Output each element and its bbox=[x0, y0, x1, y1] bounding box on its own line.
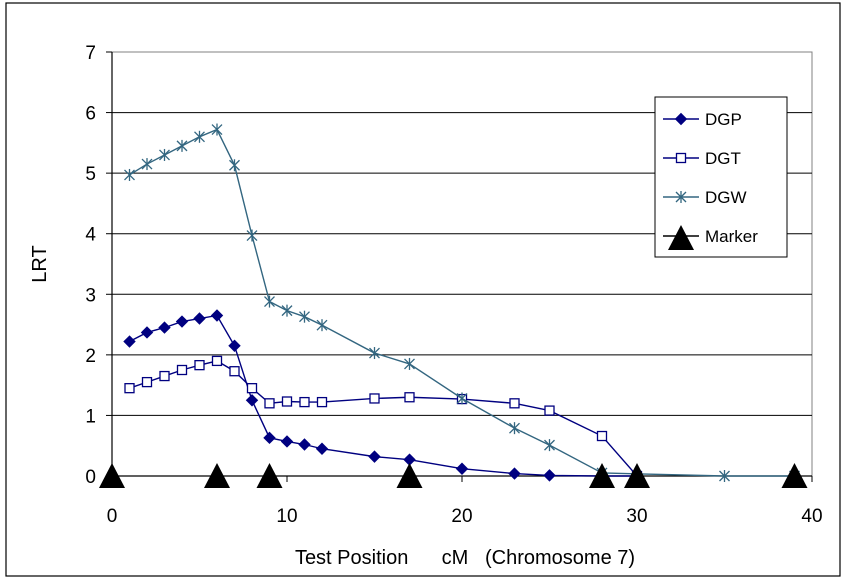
point-dgw-18 bbox=[719, 470, 730, 482]
point-dgt-8 bbox=[264, 398, 275, 409]
point-dgp-0 bbox=[123, 335, 136, 348]
y-tick-label-5: 5 bbox=[85, 164, 96, 185]
y-tick-label-1: 1 bbox=[85, 406, 96, 427]
point-dgt-5 bbox=[211, 355, 223, 367]
point-dgp-3 bbox=[175, 315, 189, 328]
point-dgt-3 bbox=[176, 364, 188, 376]
point-dgp-2 bbox=[158, 321, 171, 334]
point-dgp-9 bbox=[280, 435, 294, 448]
point-dgw-3 bbox=[176, 139, 188, 152]
y-tick-label-3: 3 bbox=[85, 285, 96, 306]
series-dgp bbox=[123, 309, 644, 483]
point-dgw-4 bbox=[194, 130, 205, 143]
legend-label-dgt: DGT bbox=[705, 149, 741, 168]
point-dgw-12 bbox=[369, 347, 380, 360]
x-tick-label-40: 40 bbox=[801, 506, 822, 527]
x-tick-label-30: 30 bbox=[626, 506, 647, 527]
point-dgw-16 bbox=[544, 439, 555, 452]
point-dgp-12 bbox=[368, 450, 381, 463]
point-marker-3 bbox=[396, 463, 423, 488]
point-dgw-13 bbox=[404, 357, 415, 370]
point-marker-0 bbox=[99, 463, 125, 488]
point-dgt-16 bbox=[544, 405, 555, 416]
point-dgp-11 bbox=[315, 442, 329, 455]
point-dgp-10 bbox=[298, 438, 311, 451]
y-tick-label-0: 0 bbox=[85, 467, 96, 488]
point-dgp-14 bbox=[455, 462, 469, 475]
point-dgp-6 bbox=[228, 339, 241, 352]
point-dgw-9 bbox=[281, 304, 293, 317]
point-dgw-14 bbox=[456, 392, 468, 405]
point-dgp-4 bbox=[193, 312, 206, 325]
point-dgt-6 bbox=[229, 366, 240, 377]
x-tick-label-0: 0 bbox=[107, 506, 118, 527]
point-dgw-11 bbox=[316, 319, 328, 332]
point-dgp-8 bbox=[263, 431, 276, 445]
point-dgt-15 bbox=[509, 398, 520, 409]
legend-label-marker: Marker bbox=[705, 227, 758, 246]
point-dgt-9 bbox=[281, 396, 293, 407]
y-axis-title: LRT bbox=[29, 245, 51, 282]
point-dgt-10 bbox=[299, 396, 310, 408]
point-dgw-2 bbox=[159, 148, 170, 161]
point-dgw-1 bbox=[141, 158, 153, 171]
legend-marker-dgw bbox=[675, 191, 687, 203]
point-marker-2 bbox=[256, 463, 283, 488]
legend: DGP DGT DGW Marker bbox=[654, 96, 788, 258]
y-tick-label-2: 2 bbox=[85, 346, 96, 367]
point-dgt-17 bbox=[596, 430, 608, 442]
point-dgw-15 bbox=[509, 422, 520, 435]
point-dgw-7 bbox=[246, 229, 258, 242]
legend-item-marker: Marker bbox=[663, 225, 758, 250]
point-dgp-15 bbox=[508, 467, 521, 480]
point-dgp-7 bbox=[245, 394, 259, 407]
point-dgp-16 bbox=[543, 469, 556, 482]
point-dgw-5 bbox=[211, 123, 223, 136]
point-dgw-6 bbox=[229, 159, 240, 172]
point-dgw-8 bbox=[264, 295, 275, 308]
point-dgw-0 bbox=[124, 168, 135, 181]
point-dgp-1 bbox=[140, 326, 154, 339]
y-tick-label-6: 6 bbox=[85, 104, 96, 125]
y-tick-label-4: 4 bbox=[85, 225, 96, 246]
legend-marker-marker bbox=[668, 225, 694, 250]
point-dgt-1 bbox=[141, 376, 153, 388]
point-dgt-0 bbox=[124, 383, 135, 394]
point-dgt-12 bbox=[369, 393, 380, 404]
x-tick-label-20: 20 bbox=[451, 506, 472, 527]
legend-marker-dgp bbox=[674, 112, 688, 126]
tick-labels: 0 1 2 3 4 5 6 7 0 10 20 30 40 bbox=[85, 43, 822, 527]
point-marker-1 bbox=[204, 463, 230, 488]
y-tick-label-7: 7 bbox=[85, 43, 96, 64]
legend-item-dgt: DGT bbox=[663, 149, 741, 168]
point-dgw-10 bbox=[299, 310, 310, 323]
point-dgp-5 bbox=[210, 309, 224, 322]
legend-label-dgw: DGW bbox=[705, 188, 747, 207]
point-dgt-11 bbox=[316, 396, 328, 408]
point-dgt-2 bbox=[159, 370, 170, 382]
legend-marker-dgt bbox=[675, 152, 687, 164]
point-marker-5 bbox=[624, 463, 650, 488]
point-marker-6 bbox=[781, 463, 808, 488]
series-layer bbox=[99, 123, 808, 488]
legend-item-dgw: DGW bbox=[663, 188, 747, 207]
point-dgt-4 bbox=[194, 360, 205, 371]
point-dgt-13 bbox=[404, 392, 415, 403]
series-line-dgw bbox=[129, 128, 795, 477]
legend-item-dgp: DGP bbox=[663, 110, 742, 129]
legend-label-dgp: DGP bbox=[705, 110, 742, 129]
x-tick-label-10: 10 bbox=[276, 506, 297, 527]
x-axis-title: Test Position cM (Chromosome 7) bbox=[295, 547, 635, 569]
point-dgt-7 bbox=[246, 383, 258, 394]
series-marker bbox=[99, 463, 808, 488]
legend-box bbox=[654, 96, 788, 258]
point-marker-4 bbox=[589, 463, 615, 488]
